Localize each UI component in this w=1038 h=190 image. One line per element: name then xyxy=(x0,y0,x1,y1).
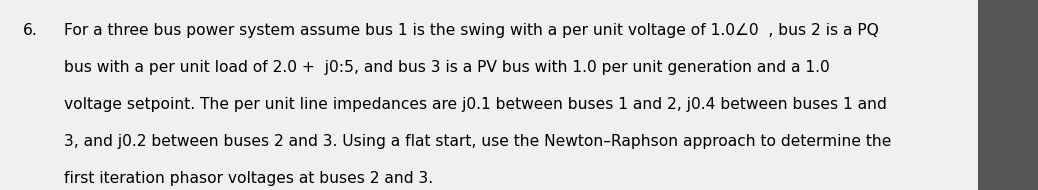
Text: voltage setpoint. The per unit line impedances are j0.1 between buses 1 and 2, j: voltage setpoint. The per unit line impe… xyxy=(64,97,887,112)
Text: For a three bus power system assume bus 1 is the swing with a per unit voltage o: For a three bus power system assume bus … xyxy=(64,23,879,38)
Text: bus with a per unit load of 2.0 +  j0:5, and bus 3 is a PV bus with 1.0 per unit: bus with a per unit load of 2.0 + j0:5, … xyxy=(64,60,830,75)
Text: first iteration phasor voltages at buses 2 and 3.: first iteration phasor voltages at buses… xyxy=(64,171,434,186)
Text: 6.: 6. xyxy=(23,23,37,38)
Text: 3, and j0.2 between buses 2 and 3. Using a flat start, use the Newton–Raphson ap: 3, and j0.2 between buses 2 and 3. Using… xyxy=(64,134,892,149)
FancyBboxPatch shape xyxy=(978,0,1038,190)
